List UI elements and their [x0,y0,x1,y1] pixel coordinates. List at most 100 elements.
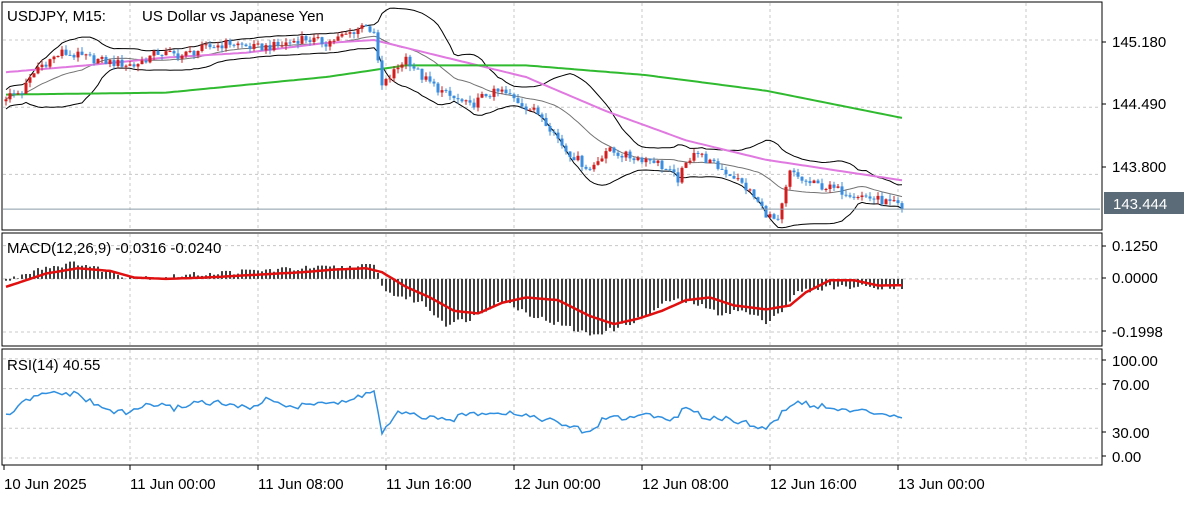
rsi-tick-label: 100.00 [1112,353,1158,370]
candle-body [764,206,768,218]
candle-body [552,131,556,133]
candle-body [228,40,232,45]
candle-body [444,90,448,92]
candle-body [36,67,40,74]
candle-body [604,151,608,159]
candle-body [284,42,288,46]
candle-body [180,55,184,59]
candle-body [172,51,176,54]
time-label: 13 Jun 00:00 [898,476,985,493]
candle-body [332,40,336,42]
candle-body [348,32,352,34]
candle-body [60,49,64,56]
price-tick-label: 144.490 [1112,96,1166,113]
candle-body [536,107,540,115]
candle-body [120,59,124,67]
candle-body [768,214,772,218]
candle-body [312,37,316,43]
candle-body [560,138,564,146]
rsi-indicator [5,389,903,437]
candle-body [68,54,72,56]
candle-body [124,65,128,67]
candle-body [660,160,664,170]
candle-body [784,186,788,204]
candlesticks [4,23,904,224]
candle-body [840,186,844,195]
macd-tick-label: 0.1250 [1112,238,1158,255]
candle-body [740,178,744,183]
candle-body [420,68,424,80]
macd-indicator [5,261,903,336]
rsi-line [5,389,903,437]
candle-body [576,155,580,161]
rsi-axis: 100.00 70.00 30.00 0.00 [1102,353,1158,466]
candle-body [816,180,820,184]
candle-body [300,36,304,44]
candle-body [820,183,824,190]
rsi-tick-label: 70.00 [1112,377,1150,394]
candle-body [864,195,868,197]
candle-body [308,40,312,43]
candle-body [280,45,284,47]
candle-body [388,78,392,80]
candle-body [600,158,604,162]
rsi-title: RSI(14) 40.55 [7,357,100,374]
candle-body [412,66,416,69]
candle-body [248,46,252,49]
candle-body [708,159,712,164]
candle-body [344,33,348,35]
candle-body [624,151,628,158]
candle-body [528,109,532,111]
candle-body [720,168,724,170]
candle-body [156,50,160,55]
candle-body [88,54,92,56]
time-axis: 10 Jun 2025 11 Jun 00:00 11 Jun 08:00 11… [3,465,985,493]
candle-body [116,59,120,66]
candle-body [128,64,132,66]
candle-body [620,155,624,158]
candle-body [856,197,860,199]
candle-body [692,152,696,161]
candle-body [252,43,256,49]
candle-body [40,64,44,68]
candle-body [24,82,28,94]
price-pane-frame [1,1,1103,231]
candle-body [204,44,208,46]
candle-body [540,114,544,118]
candle-body [592,164,596,170]
candle-body [56,55,60,57]
candle-body [640,157,644,163]
candle-body [500,89,504,92]
price-tick-label: 143.800 [1112,159,1166,176]
candle-body [356,28,360,35]
rsi-tick-label: 30.00 [1112,425,1150,442]
candle-body [148,55,152,63]
candle-body [580,155,584,167]
candle-body [812,180,816,184]
price-tick-label: 145.180 [1112,34,1166,51]
candle-body [80,51,84,55]
candle-body [596,161,600,165]
candle-body [432,81,436,84]
candle-body [860,195,864,198]
candle-body [236,43,240,46]
candle-body [200,44,204,52]
candle-body [808,181,812,184]
candle-body [476,97,480,108]
candle-body [496,88,500,92]
candle-body [440,90,444,93]
candle-body [884,199,888,205]
candle-body [688,160,692,163]
candle-body [752,189,756,198]
candle-body [340,34,344,37]
candle-body [548,125,552,132]
candle-body [452,95,456,99]
candle-body [20,93,24,95]
candle-body [844,194,848,196]
candle-body [288,42,292,44]
candle-body [352,32,356,35]
candle-body [484,93,488,97]
candle-body [424,76,428,80]
